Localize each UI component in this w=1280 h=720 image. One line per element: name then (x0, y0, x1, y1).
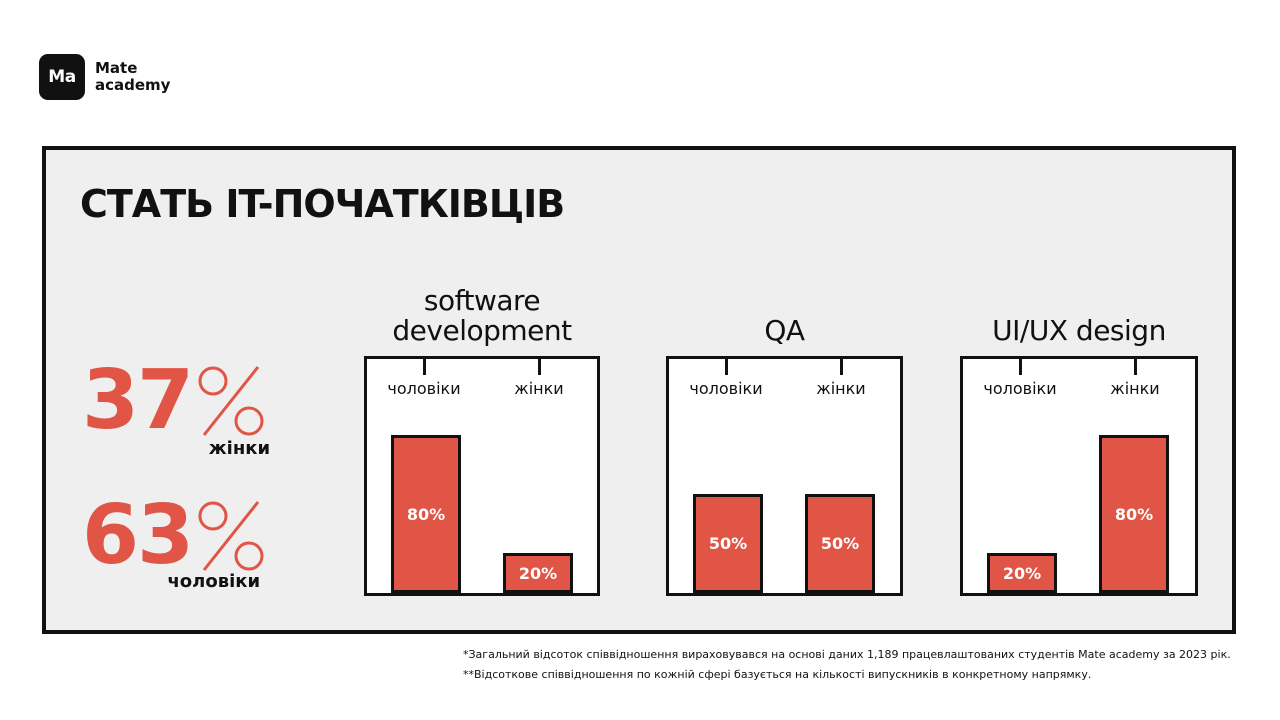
axis-tick (538, 359, 541, 375)
axis-tick (1019, 359, 1022, 375)
bar-value-label: 20% (1002, 563, 1042, 583)
category-label: жінки (1110, 379, 1160, 398)
page-title: СТАТЬ IT-ПОЧАТКІВЦІВ (80, 182, 565, 226)
footnote-2: **Відсоткове співвідношення по кожній сф… (463, 668, 1092, 681)
logo-mark: Ma (39, 54, 85, 100)
bar-value-label: 20% (518, 563, 558, 583)
axis-tick (1134, 359, 1137, 375)
footnote-1: *Загальний відсоток співвідношення вирах… (463, 648, 1231, 661)
stat-women-value: 37 (82, 353, 194, 448)
axis-tick (840, 359, 843, 375)
chart-qa: чоловіки 50% жінки 50% (666, 356, 903, 596)
chart-title-ui-ux-design: UI/UX design (960, 316, 1198, 346)
bar-value-label: 80% (406, 504, 446, 524)
axis-tick (725, 359, 728, 375)
infographic-panel: СТАТЬ IT-ПОЧАТКІВЦІВ 37 жінки 63 чоловік… (42, 146, 1236, 634)
bar-women: 50% (805, 494, 875, 593)
chart-title-qa: QA (666, 316, 903, 346)
bar-value-label: 50% (708, 534, 748, 553)
stat-men-label: чоловіки (167, 571, 261, 592)
stat-men-value: 63 (82, 488, 194, 583)
percent-icon (198, 366, 264, 436)
bar-value-label: 50% (820, 534, 860, 553)
logo-line-2: academy (95, 76, 171, 94)
bar-value-label: 80% (1114, 504, 1154, 524)
category-label: чоловіки (689, 379, 763, 398)
brand-logo[interactable]: Ma Mate academy (39, 54, 170, 100)
chart-title-software-development: software development (364, 286, 600, 346)
chart-software-development: чоловіки 80% жінки 20% (364, 356, 600, 596)
logo-line-1: Mate (95, 59, 138, 77)
chart-title-line: UI/UX design (992, 314, 1166, 347)
bar-men: 80% (391, 435, 461, 593)
chart-title-line: software (423, 284, 541, 317)
logo-text: Mate academy (95, 60, 170, 94)
stat-men: 63 чоловіки (82, 488, 266, 592)
axis-tick (423, 359, 426, 375)
bar-men: 20% (987, 553, 1057, 593)
chart-title-line: QA (764, 314, 805, 347)
stat-women-label: жінки (208, 438, 271, 459)
category-label: чоловіки (387, 379, 461, 398)
percent-icon (198, 501, 264, 571)
stat-women: 37 жінки (82, 353, 270, 460)
chart-ui-ux-design: чоловіки 20% жінки 80% (960, 356, 1198, 596)
category-label: жінки (816, 379, 866, 398)
bar-women: 80% (1099, 435, 1169, 593)
category-label: жінки (514, 379, 564, 398)
bar-women: 20% (503, 553, 573, 593)
bar-men: 50% (693, 494, 763, 593)
category-label: чоловіки (983, 379, 1057, 398)
chart-title-line: development (392, 314, 572, 347)
footnotes: *Загальний відсоток співвідношення вирах… (463, 645, 1231, 685)
